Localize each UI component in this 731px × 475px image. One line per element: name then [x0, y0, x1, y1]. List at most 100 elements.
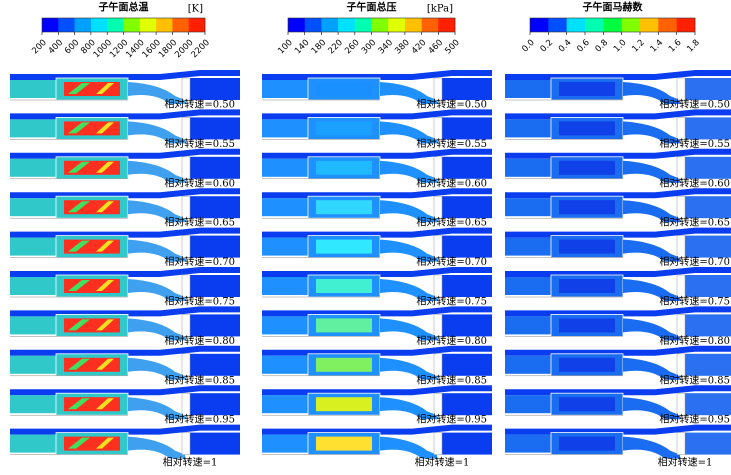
inlet — [505, 158, 553, 177]
turbine-passage — [380, 357, 437, 380]
duct — [10, 267, 240, 277]
inlet — [262, 198, 310, 217]
colorbar-segment — [676, 18, 696, 32]
outlet — [685, 78, 731, 100]
hot-streak — [68, 83, 90, 94]
outlet-gap — [676, 432, 686, 455]
outlet-gap — [181, 117, 191, 140]
panel-title: 子午面总温 — [99, 1, 149, 14]
outlet — [685, 117, 731, 140]
duct — [505, 148, 731, 159]
duct — [262, 306, 492, 317]
turbine-passage — [128, 82, 185, 104]
turbine-passage — [128, 121, 185, 144]
outlet — [442, 117, 492, 140]
outlet — [190, 275, 240, 297]
row-label: 相对转速=0.85 — [659, 373, 730, 386]
row-label: 相对转速=0.60 — [659, 176, 730, 189]
turbine-passage — [128, 239, 185, 262]
outlet-gap — [433, 235, 443, 258]
outlet — [685, 275, 731, 297]
hot-streak — [96, 437, 114, 449]
row-label: 相对转速=0.95 — [659, 413, 730, 426]
colorbar-label: 600 — [63, 38, 82, 57]
colorbar-label: 1.4 — [649, 38, 666, 55]
outlet-gap — [181, 77, 191, 101]
contour-image — [10, 385, 240, 420]
combustor-core — [559, 397, 615, 412]
row-label: 相对转速=0.55 — [416, 137, 487, 150]
colorbar-label: 140 — [293, 38, 312, 57]
colorbar-segment — [388, 18, 406, 32]
colorbar-label: 1.6 — [667, 38, 684, 55]
inlet — [505, 355, 553, 374]
outlet — [442, 275, 492, 297]
contour-image — [10, 227, 240, 262]
outlet — [685, 235, 731, 258]
colorbar-label: 200 — [30, 38, 49, 57]
outlet — [442, 353, 492, 376]
row-label: 相对转速=0.70 — [659, 255, 730, 268]
inlet — [262, 80, 310, 98]
row-label: 相对转速=0.65 — [164, 216, 235, 229]
row-label: 相对转速=0.60 — [164, 176, 235, 189]
outlet-gap — [676, 353, 686, 377]
duct — [10, 424, 240, 435]
colorbar-segment — [74, 18, 92, 32]
colorbar-label: 100 — [276, 38, 295, 57]
inlet — [10, 158, 58, 177]
duct — [262, 424, 492, 435]
duct — [505, 188, 731, 199]
combustor-core — [559, 82, 615, 96]
combustor-core — [316, 121, 372, 136]
outlet-gap — [676, 195, 686, 219]
unit-label: [kPa] — [427, 4, 453, 15]
duct — [10, 188, 240, 199]
row-label: 相对转速=0.70 — [164, 255, 235, 268]
colorbar-label: 260 — [343, 38, 362, 57]
combustor-core — [316, 239, 372, 254]
inlet — [10, 119, 58, 138]
inlet — [262, 277, 310, 295]
outlet-gap — [433, 274, 443, 298]
colorbar-segment — [621, 18, 641, 32]
outlet — [190, 117, 240, 140]
contour-image — [262, 227, 492, 262]
hot-streak — [68, 358, 90, 370]
outlet-gap — [433, 353, 443, 377]
colorbar-label: 1.2 — [630, 38, 647, 55]
turbine-passage — [128, 160, 185, 183]
turbine-passage — [128, 397, 185, 420]
contour-image — [10, 188, 240, 223]
duct — [505, 424, 731, 435]
outlet — [442, 393, 492, 416]
combustor-core — [559, 121, 615, 136]
colorbar-segment — [42, 18, 59, 32]
inlet — [262, 119, 310, 138]
outlet — [685, 314, 731, 337]
outlet-gap — [433, 392, 443, 416]
duct — [505, 385, 731, 396]
duct — [10, 385, 240, 396]
inlet — [10, 237, 58, 256]
outlet-gap — [433, 117, 443, 140]
outlet-gap — [676, 77, 686, 101]
duct — [10, 148, 240, 159]
turbine-passage — [380, 121, 437, 144]
turbine-passage — [623, 82, 680, 104]
row-label: 相对转速=0.50 — [416, 98, 487, 111]
outlet — [190, 156, 240, 179]
outlet — [685, 353, 731, 376]
contour-image — [262, 306, 492, 341]
outlet — [442, 78, 492, 100]
row-label: 相对转速=0.55 — [164, 137, 235, 150]
combustor-core — [559, 160, 615, 175]
outlet-gap — [676, 156, 686, 180]
row-label: 相对转速=0.50 — [164, 98, 235, 111]
colorbar-label: 0.0 — [520, 38, 537, 55]
hot-streak — [68, 122, 90, 134]
row-label: 相对转速=1 — [163, 456, 218, 469]
colorbar-segment — [188, 18, 206, 32]
contour-image — [10, 148, 240, 183]
panel-title: 子午面马赫数 — [583, 1, 644, 14]
